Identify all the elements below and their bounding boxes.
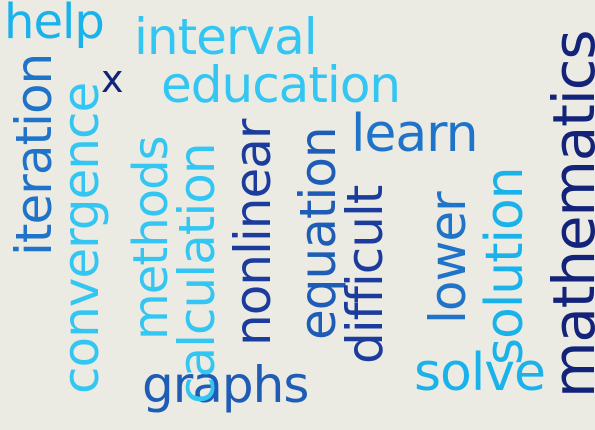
word-nonlinear: nonlinear [224, 119, 282, 346]
word-help: help [4, 0, 105, 50]
word-x: x [101, 57, 123, 101]
word-graphs: graphs [142, 356, 309, 414]
word-convergence: convergence [52, 82, 110, 394]
word-solution: solution [475, 167, 535, 365]
word-education: education [161, 56, 401, 114]
word-mathematics: mathematics [540, 30, 595, 398]
word-learn: learn [351, 104, 479, 164]
word-difficult: difficult [336, 185, 394, 364]
word-interval: interval [134, 8, 318, 66]
word-solve: solve [414, 343, 546, 403]
word-lower: lower [419, 192, 477, 324]
word-calculation: calculation [168, 143, 226, 404]
